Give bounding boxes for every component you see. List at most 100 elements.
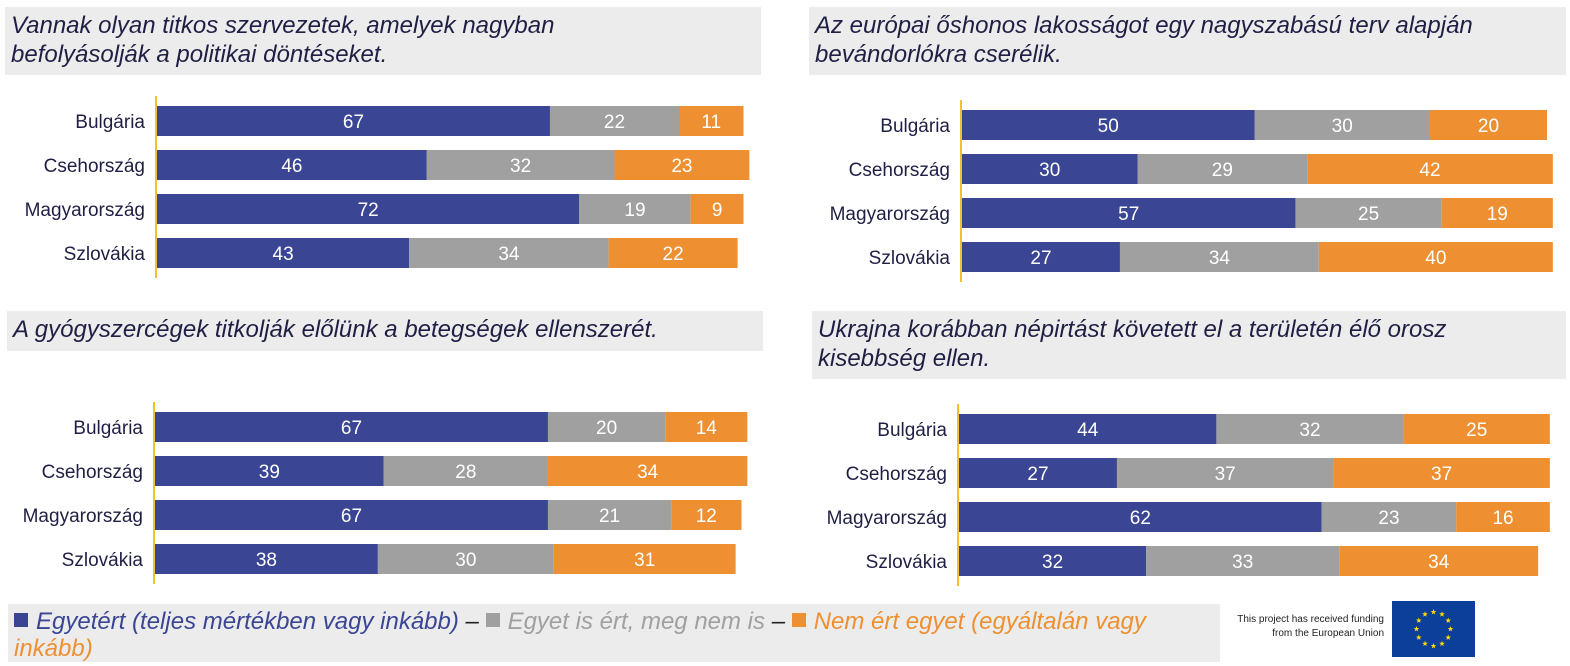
stacked-bar-chart-4: Bulgária 44 32 25 Csehország 27 37 37 Magyarorsz… bbox=[827, 404, 1550, 586]
bar-segment-disagree bbox=[678, 106, 744, 136]
data-label-neutral: 34 bbox=[1209, 248, 1231, 269]
bar-segment-agree bbox=[157, 238, 410, 268]
legend: Egyetért (teljes mértékben vagy inkább) … bbox=[8, 604, 1220, 662]
category-label: Szlovákia bbox=[64, 244, 146, 265]
legend-swatch-disagree bbox=[791, 613, 806, 627]
bar-segment-neutral bbox=[547, 412, 666, 442]
eu-funding-line-1: This project has received funding bbox=[1237, 614, 1384, 625]
bar-segment-agree bbox=[155, 412, 548, 442]
data-label-neutral: 20 bbox=[596, 418, 617, 439]
legend-line-1: Egyetért (teljes mértékben vagy inkább) … bbox=[14, 608, 1214, 635]
data-label-neutral: 32 bbox=[510, 156, 531, 177]
bar-segment-agree bbox=[157, 194, 580, 224]
chart-title-4-line-1: Ukrajna korábban népirtást követett el a… bbox=[818, 316, 1447, 343]
data-label-disagree: 25 bbox=[1466, 420, 1487, 441]
category-label: Csehország bbox=[42, 462, 143, 483]
bar-segment-neutral bbox=[1254, 110, 1430, 140]
data-label-disagree: 23 bbox=[671, 156, 692, 177]
bar-segment-agree bbox=[155, 456, 384, 486]
eu-star-icon bbox=[1445, 634, 1452, 640]
bar-segment-neutral bbox=[409, 238, 609, 268]
category-label: Bulgária bbox=[880, 116, 950, 137]
bar-segment-disagree bbox=[547, 456, 748, 486]
data-label-neutral: 21 bbox=[599, 506, 620, 527]
bar-segment-neutral bbox=[1146, 546, 1340, 576]
chart-title-3-line-1: A gyógyszercégek titkolják előlünk a bet… bbox=[13, 316, 658, 343]
stacked-bar-chart-3: Bulgária 67 20 14 Csehország 39 28 34 Magyarorsz… bbox=[23, 402, 748, 584]
stacked-bar-chart-1: Bulgária 67 22 11 Csehország 46 32 23 Magyarorsz… bbox=[25, 96, 750, 278]
bar-segment-neutral bbox=[549, 106, 679, 136]
bar-segment-neutral bbox=[1137, 154, 1308, 184]
legend-label-disagree: Nem ért egyet (egyáltalán vagy bbox=[813, 608, 1146, 635]
bar-segment-disagree bbox=[1403, 414, 1550, 444]
eu-funding-line-2: from the European Union bbox=[1272, 628, 1384, 639]
eu-flag-icon bbox=[1392, 601, 1475, 657]
data-label-disagree: 22 bbox=[663, 244, 684, 265]
bar-segment-agree bbox=[155, 544, 378, 574]
eu-funding-note: This project has received funding from t… bbox=[1200, 613, 1384, 641]
data-label-agree: 39 bbox=[259, 462, 280, 483]
data-label-neutral: 19 bbox=[624, 200, 645, 221]
eu-star-icon bbox=[1430, 609, 1437, 615]
bar-segment-agree bbox=[959, 546, 1147, 576]
bar-segment-neutral bbox=[547, 500, 672, 530]
data-label-agree: 32 bbox=[1042, 552, 1063, 573]
data-label-neutral: 28 bbox=[455, 462, 476, 483]
data-label-disagree: 34 bbox=[637, 462, 659, 483]
data-label-disagree: 16 bbox=[1492, 508, 1513, 529]
eu-stars-icon bbox=[1413, 609, 1454, 649]
bar-segment-neutral bbox=[383, 456, 548, 486]
data-label-disagree: 37 bbox=[1431, 464, 1452, 485]
data-label-neutral: 30 bbox=[455, 550, 476, 571]
bar-segment-agree bbox=[962, 154, 1138, 184]
data-label-agree: 30 bbox=[1039, 160, 1060, 181]
data-label-neutral: 22 bbox=[604, 112, 625, 133]
data-label-disagree: 11 bbox=[701, 112, 721, 133]
data-label-agree: 46 bbox=[281, 156, 302, 177]
legend-label-disagree-cont: inkább) bbox=[14, 635, 93, 662]
category-label: Csehország bbox=[44, 156, 145, 177]
bar-segment-disagree bbox=[1318, 242, 1553, 272]
bar-segment-neutral bbox=[426, 150, 615, 180]
bar-segment-neutral bbox=[1321, 502, 1457, 532]
legend-swatch-agree bbox=[14, 613, 28, 627]
stacked-bar-chart-2: Bulgária 50 30 20 Csehország 30 29 42 Magyarorsz… bbox=[830, 100, 1553, 282]
data-label-agree: 43 bbox=[273, 244, 294, 265]
data-label-disagree: 34 bbox=[1428, 552, 1450, 573]
bar-segment-disagree bbox=[665, 412, 748, 442]
chart-title-3: A gyógyszercégek titkolják előlünk a bet… bbox=[7, 311, 763, 351]
data-label-agree: 72 bbox=[358, 200, 379, 221]
bar-segment-neutral bbox=[377, 544, 554, 574]
data-label-agree: 27 bbox=[1027, 464, 1048, 485]
bar-segment-agree bbox=[157, 106, 550, 136]
data-label-neutral: 32 bbox=[1299, 420, 1320, 441]
bar-segment-neutral bbox=[1116, 458, 1334, 488]
bar-segment-disagree bbox=[608, 238, 738, 268]
category-label: Csehország bbox=[849, 160, 950, 181]
bar-segment-disagree bbox=[1430, 110, 1547, 140]
legend-separator: – bbox=[465, 608, 479, 635]
bar-segment-disagree bbox=[690, 194, 744, 224]
eu-star-icon bbox=[1447, 626, 1454, 632]
bar-segment-agree bbox=[959, 502, 1322, 532]
data-label-disagree: 40 bbox=[1425, 248, 1446, 269]
data-label-neutral: 29 bbox=[1212, 160, 1233, 181]
data-label-neutral: 23 bbox=[1378, 508, 1399, 529]
bar-segment-disagree bbox=[1339, 546, 1539, 576]
category-label: Szlovákia bbox=[62, 550, 144, 571]
data-label-disagree: 14 bbox=[696, 418, 718, 439]
data-label-disagree: 42 bbox=[1419, 160, 1440, 181]
category-label: Szlovákia bbox=[866, 552, 948, 573]
chart-title-1-line-1: Vannak olyan titkos szervezetek, amelyek… bbox=[11, 12, 555, 39]
data-label-agree: 57 bbox=[1118, 204, 1139, 225]
category-label: Bulgária bbox=[75, 112, 145, 133]
data-label-agree: 38 bbox=[256, 550, 277, 571]
chart-title-1-line-2: befolyásolják a politikai döntéseket. bbox=[11, 41, 388, 68]
bar-segment-agree bbox=[959, 458, 1117, 488]
eu-star-icon bbox=[1422, 640, 1428, 647]
bar-segment-neutral bbox=[1295, 198, 1442, 228]
bar-segment-agree bbox=[157, 150, 427, 180]
data-label-disagree: 31 bbox=[634, 550, 655, 571]
bar-segment-neutral bbox=[1216, 414, 1404, 444]
category-label: Bulgária bbox=[877, 420, 947, 441]
